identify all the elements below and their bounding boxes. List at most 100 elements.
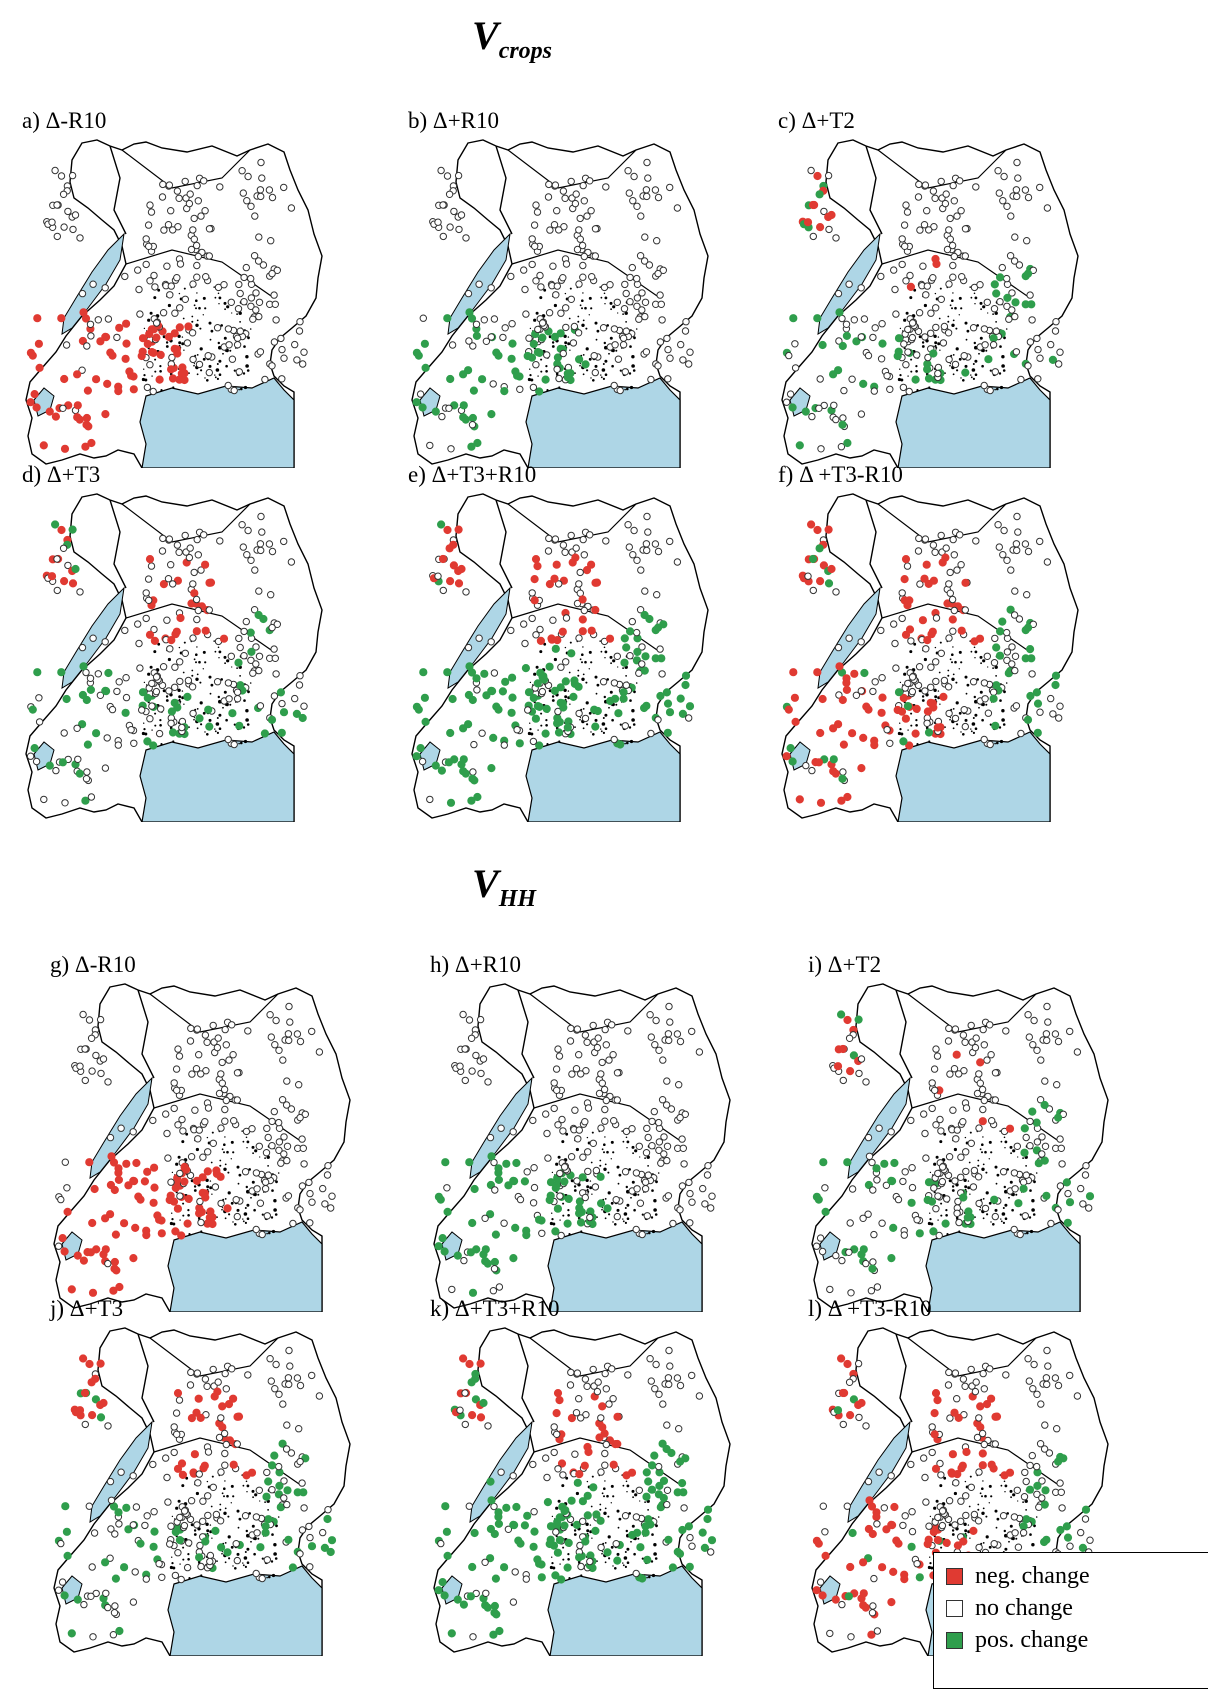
station-point-none: [951, 714, 960, 723]
station-point-neg: [111, 1230, 121, 1239]
wetland-speck: [247, 690, 250, 694]
wetland-speck: [196, 646, 198, 648]
station-point-none: [934, 369, 942, 378]
station-point-none: [530, 1508, 538, 1516]
station-point-none: [81, 1045, 89, 1053]
wetland-speck: [934, 695, 938, 699]
station-point-none: [584, 1167, 592, 1176]
station-point-neg: [901, 630, 911, 639]
panel-label: a) Δ-R10: [22, 108, 107, 133]
station-point-pos: [644, 1477, 653, 1486]
wetland-speck: [602, 731, 605, 734]
station-point-none: [655, 1146, 663, 1155]
station-point-none: [579, 535, 587, 544]
station-point-none: [908, 319, 917, 327]
station-point-none: [562, 304, 570, 312]
station-point-none: [575, 226, 583, 234]
wetland-speck: [244, 1551, 247, 1553]
wetland-speck: [529, 722, 531, 724]
wetland-speck: [266, 1155, 270, 1159]
station-point-none: [296, 318, 304, 326]
station-point-neg: [443, 525, 452, 535]
station-point-none: [468, 1067, 476, 1075]
wetland-speck: [211, 1537, 213, 1539]
station-point-none: [949, 273, 957, 281]
station-point-pos: [247, 647, 256, 656]
wetland-speck: [590, 1161, 593, 1164]
station-point-none: [980, 735, 988, 744]
station-point-neg: [912, 704, 921, 713]
wetland-speck: [204, 731, 206, 733]
station-point-none: [553, 207, 561, 215]
station-point-pos: [996, 273, 1005, 282]
station-point-pos: [611, 694, 620, 703]
wetland-speck: [585, 701, 589, 705]
station-point-pos: [564, 1538, 573, 1547]
map-panel-j: j) Δ+T3: [50, 1296, 450, 1656]
station-point-none: [54, 1586, 63, 1594]
station-point-neg: [454, 525, 463, 534]
station-point-none: [553, 1086, 561, 1095]
station-point-none: [1043, 558, 1052, 566]
station-point-none: [624, 521, 632, 529]
station-point-pos: [640, 610, 649, 620]
wetland-speck: [202, 650, 206, 654]
station-point-pos: [81, 796, 90, 805]
station-point-none: [106, 1477, 115, 1486]
station-point-none: [258, 1574, 266, 1583]
station-point-neg: [67, 1285, 76, 1294]
station-point-none: [233, 688, 242, 696]
station-point-none: [525, 334, 533, 342]
wetland-speck: [182, 1202, 185, 1205]
station-point-pos: [556, 683, 565, 692]
station-point-none: [468, 421, 477, 429]
wetland-speck: [966, 329, 970, 333]
station-point-none: [1003, 202, 1011, 211]
station-point-none: [278, 699, 286, 708]
wetland-speck: [588, 296, 592, 300]
station-point-none: [209, 1139, 218, 1148]
station-point-pos: [679, 1488, 688, 1497]
station-point-pos: [878, 339, 887, 348]
station-point-none: [184, 676, 193, 685]
wetland-speck: [533, 318, 537, 322]
station-point-pos: [575, 1553, 584, 1562]
wetland-speck: [928, 386, 931, 389]
station-point-none: [74, 755, 82, 763]
station-point-pos: [890, 1158, 899, 1168]
wetland-speck: [988, 1201, 992, 1205]
station-point-none: [315, 1392, 324, 1400]
station-point-none: [870, 387, 879, 395]
station-point-neg: [924, 579, 933, 589]
wetland-speck: [603, 1487, 606, 1490]
wetland-speck: [221, 1492, 224, 1495]
station-point-none: [971, 1043, 980, 1052]
wetland-speck: [644, 1157, 646, 1159]
wetland-speck: [647, 1165, 649, 1167]
station-point-none: [593, 1043, 602, 1052]
station-point-neg: [446, 577, 455, 586]
station-point-none: [791, 340, 799, 348]
station-point-none: [209, 1365, 217, 1374]
station-point-none: [900, 340, 908, 348]
station-point-none: [81, 1420, 89, 1429]
wetland-speck: [1029, 1189, 1032, 1192]
wetland-speck: [989, 369, 992, 372]
station-point-none: [275, 1146, 283, 1155]
station-point-none: [213, 1043, 222, 1052]
wetland-speck: [604, 1163, 607, 1166]
station-point-none: [877, 272, 885, 281]
wetland-speck: [171, 1515, 174, 1518]
wetland-speck: [234, 1567, 237, 1570]
wetland-speck: [227, 1535, 231, 1539]
wetland-speck: [242, 372, 246, 375]
station-point-neg: [184, 1194, 193, 1203]
station-point-none: [280, 1133, 288, 1141]
station-point-none: [663, 1500, 671, 1509]
station-point-none: [932, 658, 940, 666]
station-point-pos: [466, 1592, 476, 1601]
station-point-none: [489, 380, 497, 388]
station-point-none: [528, 589, 536, 597]
station-point-none: [183, 1563, 192, 1572]
station-point-none: [284, 1030, 293, 1038]
